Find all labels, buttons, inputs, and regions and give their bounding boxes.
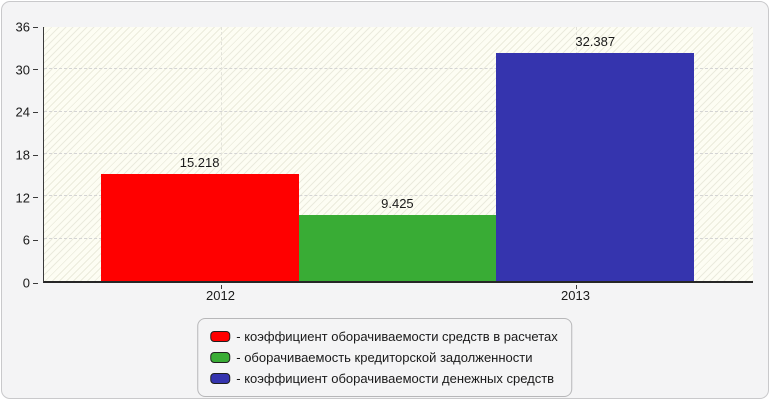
x-tick-label: 2013 [561,288,590,303]
v-gridline [221,27,223,281]
y-tick-mark [33,69,38,71]
h-gridline [44,68,753,70]
bar: 32.387 [496,34,695,281]
bar-value-label: 32.387 [575,33,616,49]
h-gridline [44,110,753,112]
h-gridline [44,195,753,197]
legend-label: - коэффициент оборачиваемости средств в … [236,329,558,344]
y-tick-label: 0 [22,275,30,291]
bar: 15.218 [100,155,299,281]
y-tick-mark [33,282,38,284]
x-axis: 2012 2013 [43,285,753,303]
y-tick-mark [33,154,38,156]
y-tick-mark [33,197,38,199]
x-tick-label: 2012 [206,288,235,303]
legend-label: - оборачиваемость кредиторской задолженн… [236,350,533,365]
legend-label: - коэффициент оборачиваемости денежных с… [236,371,555,386]
y-tick-label: 12 [15,190,30,206]
legend-item: - коэффициент оборачиваемости денежных с… [210,368,557,389]
y-tick-label: 36 [15,19,30,35]
y-axis: 0 6 12 18 24 30 36 [2,21,38,290]
legend-swatch [210,373,231,384]
x-tick-mark [575,285,577,289]
y-tick-mark [33,239,38,241]
y-tick-label: 18 [15,147,30,163]
y-tick-mark [33,111,38,113]
legend-swatch [210,331,231,342]
y-tick-label: 24 [15,104,30,120]
legend: - коэффициент оборачиваемости средств в … [197,318,573,397]
legend-item: - коэффициент оборачиваемости средств в … [210,326,558,347]
y-tick-mark [33,26,38,28]
h-gridline [44,153,753,154]
legend-swatch [210,352,231,363]
x-tick-mark [220,285,222,289]
bar-value-label: 9.425 [381,195,414,211]
legend-item: - оборачиваемость кредиторской задолженн… [210,347,557,368]
plot-area: 15.218 9.425 32.387 [43,27,753,283]
y-tick-label: 6 [22,232,30,248]
bar: 9.425 [298,196,497,281]
bar-value-label: 15.218 [179,154,220,170]
y-tick-label: 30 [15,62,30,78]
